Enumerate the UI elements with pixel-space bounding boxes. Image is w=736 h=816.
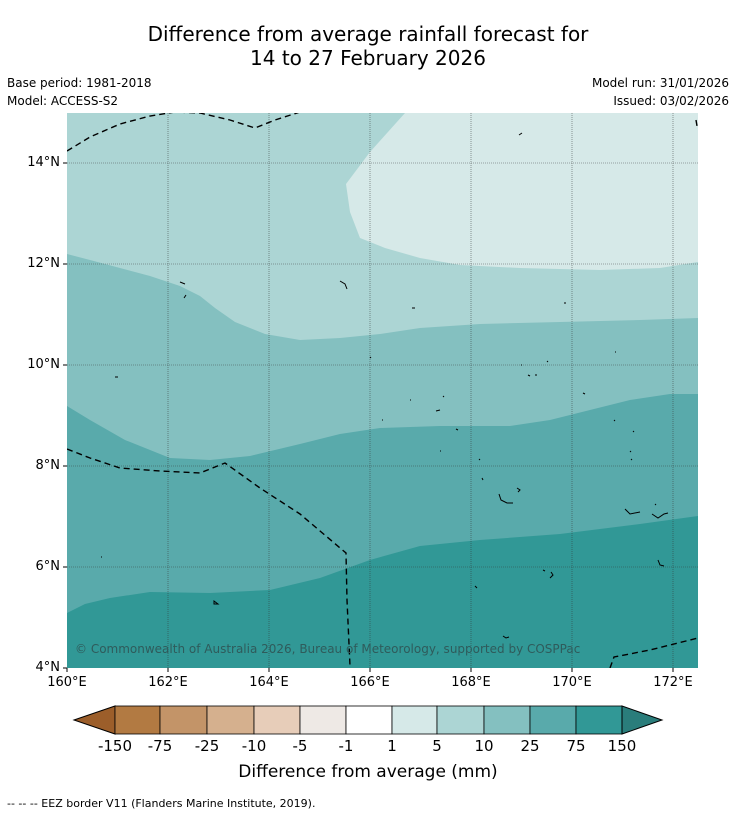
colorbar-title: Difference from average (mm) <box>238 762 498 782</box>
meta-left: Base period: 1981-2018 Model: ACCESS-S2 <box>7 74 152 110</box>
lon-label: 164°E <box>249 675 289 690</box>
colorbar-tick-label: -25 <box>194 737 220 755</box>
colorbar-tick-label: 5 <box>432 737 442 755</box>
lon-label: 172°E <box>653 675 693 690</box>
meta-right: Model run: 31/01/2026 Issued: 03/02/2026 <box>592 74 729 110</box>
eez-legend: -- -- -- EEZ border V11 (Flanders Marine… <box>7 797 316 810</box>
islands <box>101 132 669 639</box>
colorbar-extend-low <box>72 705 116 735</box>
colorbar-extend-high <box>621 705 664 735</box>
base-period: Base period: 1981-2018 <box>7 76 152 90</box>
colorbar-tick-label: -5 <box>292 737 308 755</box>
colorbar-tick-label: -150 <box>97 737 133 755</box>
colorbar-segment <box>299 705 347 735</box>
model-name: Model: ACCESS-S2 <box>7 94 119 108</box>
colorbar-segment <box>159 705 208 735</box>
colorbar-tick-label: -1 <box>338 737 354 755</box>
colorbar-tick-label: 1 <box>387 737 397 755</box>
lat-label: 12°N <box>27 256 60 271</box>
colorbar-segment <box>114 705 161 735</box>
colorbar-segment <box>391 705 438 735</box>
band-1-5 <box>346 113 698 270</box>
eez-borders <box>67 113 698 668</box>
lon-label: 162°E <box>148 675 188 690</box>
title-line-1: Difference from average rainfall forecas… <box>147 22 589 46</box>
lon-label: 170°E <box>552 675 592 690</box>
lon-label: 166°E <box>350 675 390 690</box>
colorbar-segment <box>206 705 255 735</box>
lat-label: 14°N <box>27 155 60 170</box>
title-line-2: 14 to 27 February 2026 <box>250 46 486 70</box>
colorbar-segment <box>483 705 531 735</box>
issued-date: Issued: 03/02/2026 <box>613 94 729 108</box>
gridlines <box>67 113 698 668</box>
lat-label: 8°N <box>35 458 61 473</box>
colorbar-tick-label: 75 <box>566 737 586 755</box>
lon-label: 168°E <box>451 675 491 690</box>
colorbar-segment <box>529 705 577 735</box>
axis-ticks <box>63 162 674 672</box>
lat-label: 10°N <box>27 357 60 372</box>
lon-label: 160°E <box>47 675 87 690</box>
colorbar-tick-label: -10 <box>241 737 267 755</box>
colorbar-tick-label: -75 <box>147 737 173 755</box>
colorbar <box>72 705 664 735</box>
colorbar-segment <box>436 705 485 735</box>
colorbar-tick-label: 150 <box>607 737 637 755</box>
map-contours <box>67 113 698 668</box>
colorbar-segment <box>575 705 623 735</box>
colorbar-segment <box>253 705 301 735</box>
colorbar-segment <box>345 705 393 735</box>
copyright-notice: © Commonwealth of Australia 2026, Bureau… <box>75 642 581 656</box>
colorbar-tick-label: 25 <box>520 737 540 755</box>
lat-label: 6°N <box>35 559 61 574</box>
map-title: Difference from average rainfall forecas… <box>0 22 736 70</box>
lat-label: 4°N <box>35 660 61 675</box>
model-run: Model run: 31/01/2026 <box>591 76 729 90</box>
colorbar-tick-label: 10 <box>474 737 494 755</box>
